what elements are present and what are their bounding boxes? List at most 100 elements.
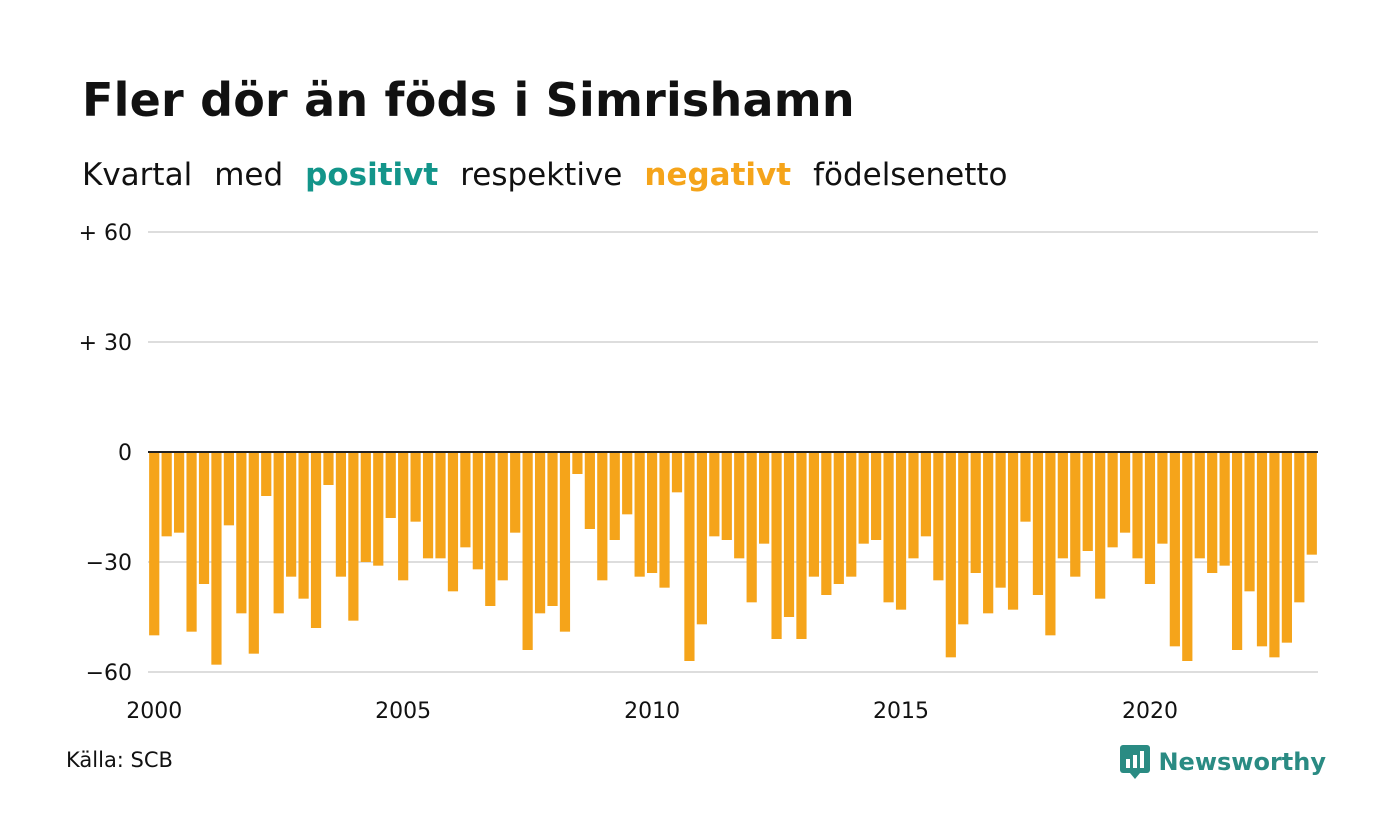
chart-subtitle: Kvartal med positivt respektive negativt föde… <box>82 152 1030 198</box>
bar <box>161 452 172 537</box>
bar <box>1132 452 1143 559</box>
bar <box>597 452 608 581</box>
bar <box>223 452 235 526</box>
bar <box>460 452 471 548</box>
y-tick-label: + 60 <box>79 221 132 246</box>
brand-name: Newsworthy <box>1158 748 1326 776</box>
bar <box>1269 452 1280 658</box>
bar <box>1157 452 1168 544</box>
y-tick-label: + 30 <box>79 331 132 356</box>
subtitle-positive-label: positivt <box>305 157 439 193</box>
bar <box>846 452 857 577</box>
bar <box>348 452 359 621</box>
bar <box>659 452 670 588</box>
bar <box>248 452 259 654</box>
bar <box>472 452 483 570</box>
bar <box>584 452 595 529</box>
bar <box>559 452 571 632</box>
bar <box>1057 452 1068 559</box>
bar <box>547 452 558 606</box>
brand-logo: Newsworthy <box>1120 744 1326 780</box>
bar <box>572 452 583 474</box>
bar <box>149 452 160 636</box>
bar <box>510 452 521 533</box>
bar <box>1144 452 1156 584</box>
bar <box>534 452 546 614</box>
bar <box>983 452 994 614</box>
bar <box>709 452 720 537</box>
bar <box>1045 452 1056 636</box>
bar <box>933 452 944 581</box>
bar <box>310 452 322 628</box>
bar <box>634 452 645 577</box>
x-tick-label: 2010 <box>624 699 680 724</box>
subtitle-word-fodelsenetto: födelsenetto <box>813 157 1008 193</box>
bar <box>1119 452 1131 533</box>
bar <box>1107 452 1118 548</box>
bar <box>1244 452 1255 592</box>
bar <box>895 452 907 610</box>
bar <box>646 452 658 573</box>
bar <box>1219 452 1230 566</box>
bar <box>398 452 409 581</box>
bar <box>622 452 633 515</box>
bar <box>236 452 247 614</box>
newsworthy-logo-icon <box>1120 745 1151 779</box>
bar <box>721 452 732 540</box>
bar <box>373 452 384 566</box>
bar <box>920 452 932 537</box>
bar <box>783 452 795 617</box>
bar <box>671 452 683 493</box>
bar <box>485 452 496 606</box>
x-tick-label: 2005 <box>375 699 431 724</box>
bar <box>410 452 421 522</box>
bar <box>323 452 334 485</box>
x-tick-label: 2020 <box>1122 699 1178 724</box>
chart-title: Fler dör än föds i Simrishamn <box>82 73 855 127</box>
bar <box>734 452 745 559</box>
bar <box>958 452 969 625</box>
bar <box>211 452 222 665</box>
subtitle-word-respektive: respektive <box>460 157 623 193</box>
bar <box>771 452 782 639</box>
y-tick-label: 0 <box>118 441 132 466</box>
bar <box>908 452 919 559</box>
bar <box>435 452 446 559</box>
bar <box>1169 452 1180 647</box>
bar <box>995 452 1006 588</box>
bar <box>186 452 197 632</box>
subtitle-word-med: med <box>214 157 284 193</box>
bar <box>796 452 807 639</box>
source-note: Källa: SCB <box>66 748 173 772</box>
bar <box>945 452 956 658</box>
subtitle-negative-label: negativt <box>644 157 792 193</box>
bar <box>746 452 757 603</box>
bar <box>808 452 820 577</box>
bar <box>261 452 272 496</box>
bar <box>833 452 844 584</box>
bar <box>273 452 284 614</box>
bar <box>1182 452 1193 661</box>
bar <box>970 452 981 573</box>
subtitle-word-kvartal: Kvartal <box>82 157 193 193</box>
bar <box>1256 452 1268 647</box>
bar <box>360 452 371 562</box>
y-tick-label: −60 <box>86 661 132 686</box>
bar <box>1082 452 1093 551</box>
bar <box>497 452 508 581</box>
bar <box>1207 452 1218 573</box>
bar <box>422 452 434 559</box>
x-tick-label: 2000 <box>126 699 182 724</box>
bar <box>759 452 770 544</box>
bar <box>298 452 309 599</box>
bar <box>286 452 297 577</box>
bar <box>821 452 832 595</box>
bar <box>1020 452 1031 522</box>
bar <box>871 452 882 540</box>
bar <box>1194 452 1205 559</box>
bar <box>174 452 185 533</box>
bar <box>1095 452 1106 599</box>
bar <box>385 452 396 518</box>
bar <box>609 452 620 540</box>
